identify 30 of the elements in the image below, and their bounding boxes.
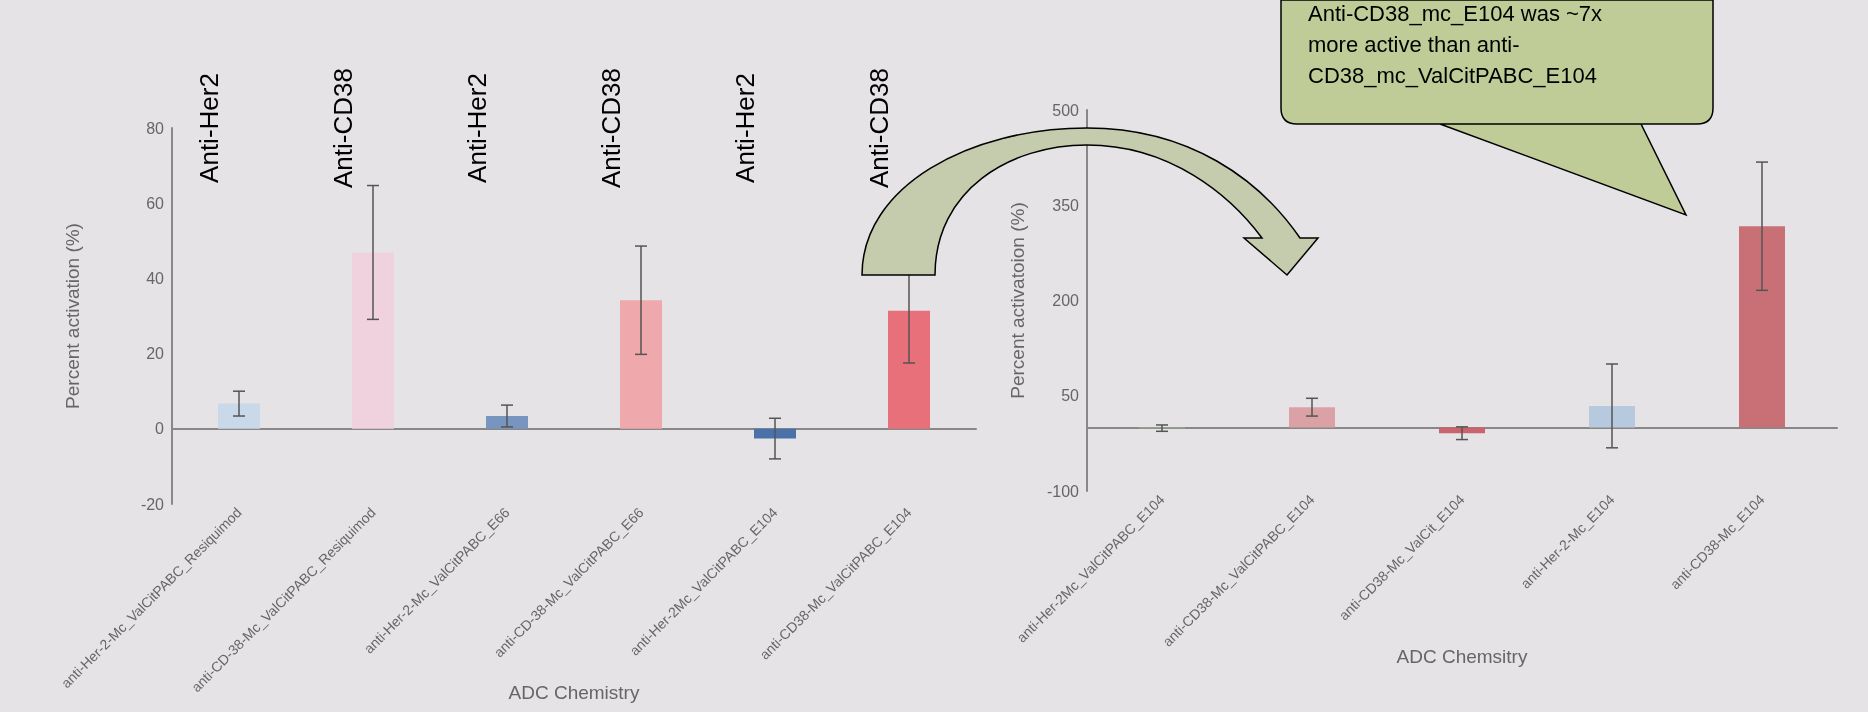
annotation: Anti-CD38	[328, 68, 358, 188]
y-tick-label: 60	[146, 194, 165, 212]
bar	[486, 416, 528, 429]
bar	[620, 300, 662, 429]
annotation: Anti-CD38	[864, 68, 894, 188]
text: Anti-CD38_mc_E104 was ~7x more active than anti-CD38_mc_ValCitPABC_E104	[1308, 0, 1604, 90]
bar	[1589, 405, 1635, 428]
bar	[352, 252, 394, 429]
y-tick-label: 20	[146, 345, 165, 363]
bar	[888, 310, 930, 429]
y-tick-label: 200	[1052, 292, 1080, 309]
y-tick-label: 0	[155, 420, 165, 438]
bar	[1289, 407, 1335, 428]
bar	[1739, 226, 1785, 428]
annotation: Anti-Her2	[462, 73, 492, 183]
annotation: Anti-Her2	[194, 73, 224, 183]
y-tick-label: 350	[1052, 196, 1080, 214]
annotation: Anti-CD38	[596, 68, 626, 188]
bar	[754, 428, 796, 439]
y-tick-label: 40	[146, 269, 165, 287]
x-axis-title: ADC Chemsitry	[1396, 645, 1528, 667]
y-axis-title: Percent activation (%)	[62, 223, 83, 409]
y-tick-label: 80	[146, 119, 165, 137]
annotation: Anti-Her2	[730, 73, 760, 183]
x-axis-title: ADC Chemistry	[508, 681, 640, 703]
y-tick-label: -100	[1046, 482, 1080, 500]
y-tick-label: 50	[1061, 387, 1080, 405]
bar	[218, 403, 260, 429]
y-tick-label: 500	[1052, 101, 1080, 119]
y-axis-title: Percent activatoion (%)	[1007, 202, 1028, 399]
